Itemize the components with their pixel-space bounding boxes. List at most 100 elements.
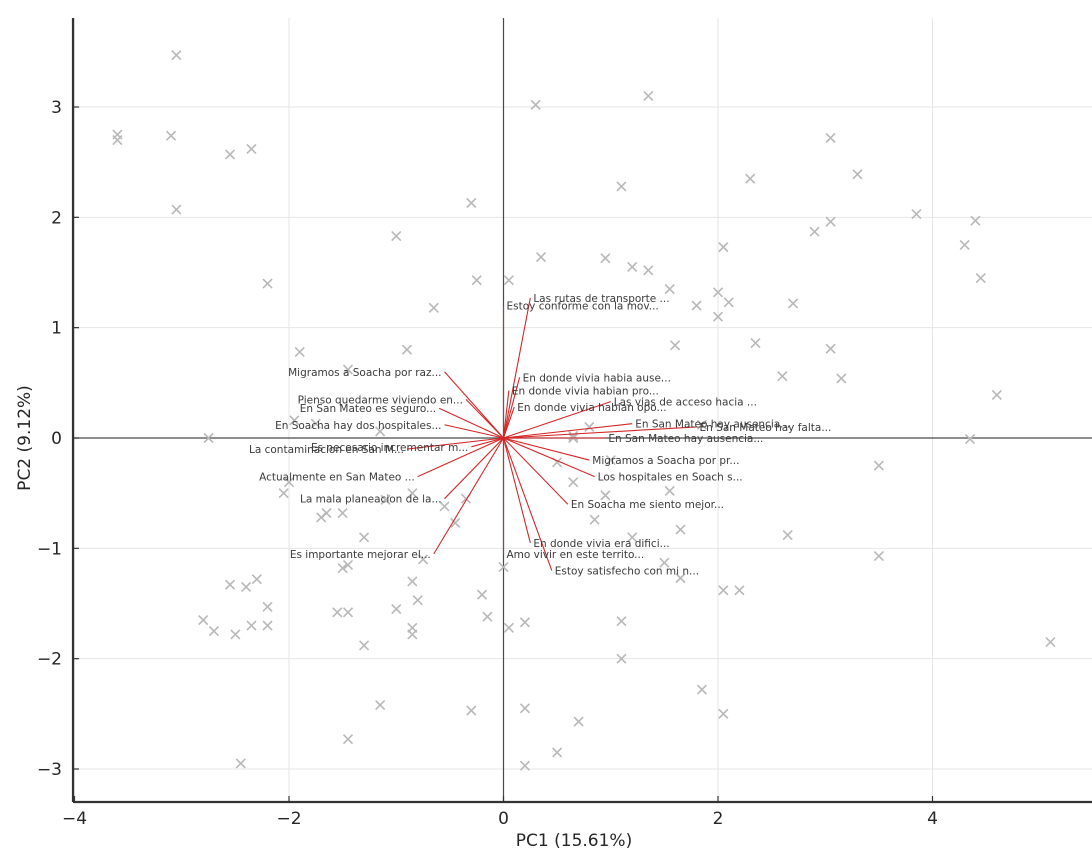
score-point (664, 485, 675, 497)
loading-label: Pienso quedarme viviendo en... (298, 394, 463, 406)
loading-label: En San Mateo es seguro... (300, 403, 436, 415)
score-point (428, 302, 439, 313)
loading-vector (503, 401, 611, 439)
loading-label: Amo vivir en este territo... (507, 549, 645, 561)
loading-label: En donde vivia habian pro... (512, 386, 659, 398)
loading-vector (503, 437, 590, 461)
loading-vector (503, 423, 633, 439)
loading-label: En San Mateo hay ausencia... (608, 433, 763, 445)
score-point (380, 494, 391, 505)
score-point (809, 226, 820, 237)
score-point (401, 344, 413, 355)
score-point (836, 373, 847, 384)
score-point (375, 426, 386, 437)
loading-vector (438, 407, 504, 439)
loading-vector (503, 437, 569, 505)
score-point (723, 297, 734, 308)
loading-vector (503, 437, 595, 478)
score-point (600, 253, 611, 264)
score-point (696, 684, 707, 695)
loading-label: En donde vivia habia ause... (523, 372, 671, 384)
score-point (391, 603, 402, 615)
score-point (718, 585, 729, 596)
loading-label: Actualmente en San Mateo ... (259, 472, 415, 484)
loading-vector (417, 437, 504, 478)
score-point (203, 432, 214, 444)
score-point (224, 149, 236, 160)
score-point (782, 530, 793, 541)
score-point (407, 576, 418, 587)
loading-vector (444, 437, 504, 500)
score-point (788, 298, 799, 309)
score-point (825, 343, 836, 354)
loading-label: En Soacha hay dos hospitales... (275, 420, 441, 432)
score-point (552, 747, 563, 758)
loading-label: En San Mateo hay falta... (700, 422, 832, 434)
score-point (659, 557, 670, 568)
x-tick-label: 2 (713, 809, 724, 829)
y-tick-label: 3 (51, 98, 62, 118)
score-point (246, 143, 257, 154)
x-tick-label: −2 (276, 809, 301, 829)
score-point (627, 261, 638, 273)
score-point (964, 434, 976, 445)
score-point (777, 371, 788, 382)
score-point (165, 130, 177, 141)
score-point (332, 607, 343, 618)
score-point (568, 477, 579, 488)
loading-label: En Soacha me siento mejor... (571, 499, 724, 511)
score-point (198, 614, 209, 626)
score-point (718, 708, 729, 719)
loading-vector (502, 297, 531, 439)
score-points (112, 50, 1056, 771)
loading-vector (502, 437, 553, 571)
score-point (171, 204, 182, 215)
loading-vector (406, 437, 504, 450)
score-point (262, 278, 273, 289)
score-point (251, 574, 262, 585)
score-point (112, 135, 123, 146)
y-tick-label: −3 (37, 760, 62, 780)
loading-vector (465, 398, 504, 439)
x-tick-label: 0 (498, 809, 509, 829)
loading-label: Es importante mejorar el... (290, 549, 431, 561)
score-point (712, 287, 724, 298)
score-point (337, 563, 348, 574)
loading-label: Migramos a Soacha por raz... (288, 367, 441, 379)
score-point (530, 99, 541, 110)
score-point (970, 215, 981, 226)
score-point (230, 629, 241, 640)
score-point (466, 197, 477, 209)
score-point (503, 622, 514, 633)
loading-label: Estoy conforme con la mov... (507, 301, 659, 313)
score-point (283, 477, 295, 488)
score-point (235, 758, 246, 769)
loading-vectors (406, 297, 697, 571)
score-point (852, 169, 863, 180)
score-point (584, 421, 595, 433)
score-point (289, 415, 300, 426)
score-point (439, 501, 450, 512)
loading-vector (471, 437, 504, 448)
score-point (911, 208, 922, 220)
score-point (643, 265, 654, 276)
score-point (310, 418, 321, 429)
score-point (712, 311, 724, 322)
loading-vector (444, 371, 504, 439)
score-point (568, 430, 579, 441)
loading-vector (502, 377, 521, 439)
score-point (670, 340, 681, 351)
score-point (643, 90, 654, 102)
score-point (337, 507, 348, 519)
score-point (605, 455, 616, 466)
score-point (1045, 637, 1056, 648)
score-point (241, 581, 252, 593)
score-point (482, 611, 493, 622)
score-point (342, 559, 354, 570)
score-point (975, 272, 986, 284)
score-point (959, 239, 970, 250)
score-point (391, 231, 402, 242)
score-point (503, 275, 514, 286)
score-point (262, 620, 273, 631)
